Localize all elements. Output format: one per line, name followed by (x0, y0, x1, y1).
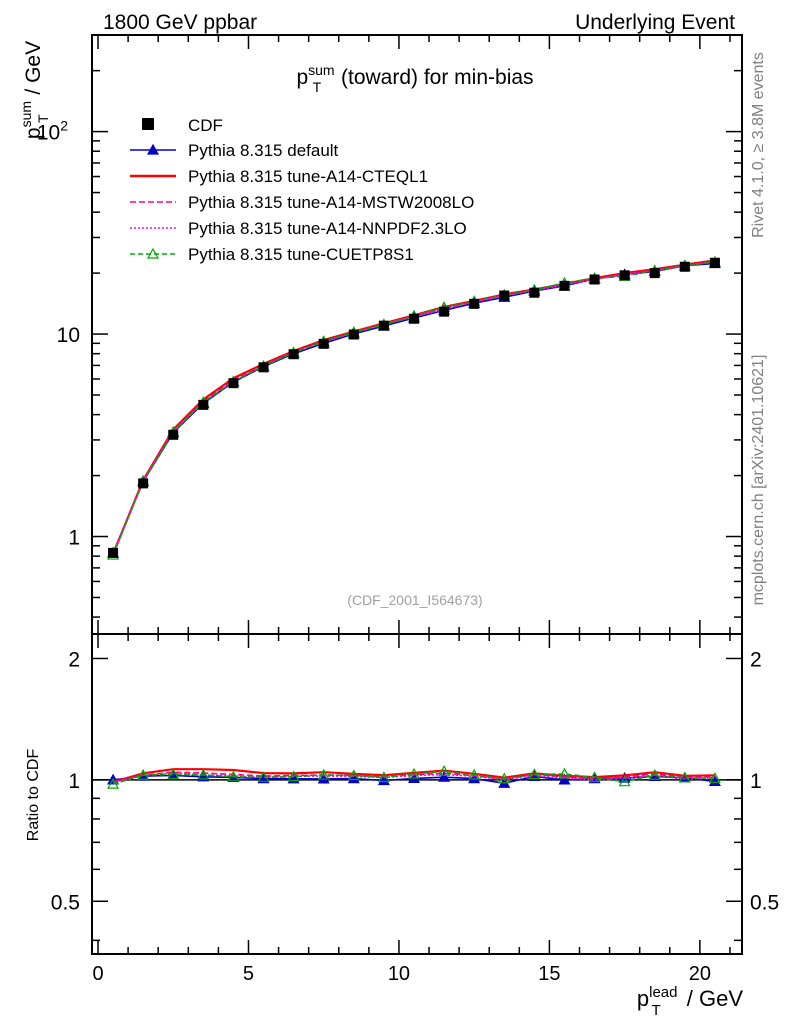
y-tick-label-ratio-right: 0.5 (750, 891, 779, 914)
legend-marker (146, 143, 160, 155)
y-tick-label-main: 10 (57, 324, 80, 347)
plot-title: psum T (toward) for min-bias (296, 62, 533, 95)
ratio-panel-frame (91, 633, 743, 955)
data-points (108, 257, 720, 558)
x-tick-label: 5 (243, 963, 254, 985)
data-point (679, 261, 690, 272)
x-tick-label: 15 (538, 963, 560, 985)
data-point (499, 290, 510, 301)
y-tick-label-ratio: 2 (68, 648, 80, 671)
data-point (559, 280, 570, 291)
series-marker-ratio (588, 771, 601, 783)
series-marker-ratio (377, 774, 390, 786)
series-line-ratio (112, 770, 715, 785)
legend-label: Pythia 8.315 default (188, 141, 339, 160)
y-tick-label-main: 102 (37, 118, 68, 145)
y-tick-label-main: 1 (68, 527, 80, 550)
legend-label-data: CDF (188, 116, 223, 135)
data-point (228, 378, 239, 389)
data-point (138, 478, 149, 489)
legend-marker-data (142, 118, 154, 130)
legend-label: Pythia 8.315 tune-A14-CTEQL1 (188, 167, 428, 186)
y-tick-label-ratio-right: 1 (750, 770, 762, 793)
mcplots-label: mcplots.cern.ch [arXiv:2401.10621] (750, 355, 767, 606)
series-marker-ratio (468, 772, 481, 784)
data-point (288, 349, 299, 360)
series-marker-ratio (438, 765, 451, 776)
series-marker-ratio (317, 768, 330, 780)
data-point (168, 429, 179, 440)
x-tick-label: 10 (388, 963, 410, 985)
series-marker-ratio (137, 768, 150, 780)
y-tick-label-ratio-right: 2 (750, 648, 762, 671)
header-left: 1800 GeV ppbar (103, 11, 257, 34)
data-point (589, 274, 600, 285)
data-point (378, 320, 389, 331)
series-marker-ratio (257, 772, 270, 784)
series-marker-ratio (528, 768, 541, 780)
series-marker-ratio (287, 770, 300, 782)
data-point (348, 329, 359, 340)
legend: CDF Pythia 8.315 default Pythia 8.315 tune… (130, 116, 474, 264)
series-marker-ratio (107, 777, 120, 789)
series-line-main (112, 260, 716, 555)
series-marker-ratio (678, 771, 691, 783)
series-marker-ratio (257, 771, 270, 782)
series-marker-ratio (708, 775, 721, 787)
series-marker-ratio (347, 772, 360, 784)
data-point (258, 362, 269, 373)
legend-label: Pythia 8.315 tune-A14-NNPDF2.3LO (188, 219, 467, 238)
data-point (619, 270, 630, 281)
series-marker-ratio (347, 769, 360, 781)
data-point (318, 338, 329, 349)
data-point (709, 257, 720, 268)
series-marker-ratio (558, 773, 571, 785)
x-axis-label: plead T / GeV (637, 984, 743, 1019)
main-y-axis-label: psumT / GeV (18, 41, 51, 139)
series-marker-ratio (317, 772, 330, 784)
series-marker-ratio (438, 770, 451, 782)
series-line-ratio (112, 772, 715, 783)
header-right: Underlying Event (575, 11, 735, 34)
series-marker-ratio (558, 767, 571, 779)
data-point (108, 547, 119, 558)
series-marker-ratio (167, 768, 180, 780)
analysis-watermark: (CDF_2001_I564673) (347, 592, 482, 608)
x-tick-label: 20 (689, 963, 711, 985)
data-point (198, 399, 209, 410)
data-point (408, 313, 419, 324)
series-marker-ratio (407, 767, 421, 779)
axis-ticks: 0 5 10 15 20 1 10 102 0.5 0.5 1 1 2 2 (37, 34, 779, 985)
y-tick-label-ratio: 1 (68, 770, 80, 793)
data-point (529, 287, 540, 298)
legend-label: Pythia 8.315 tune-A14-MSTW2008LO (188, 193, 474, 212)
series-marker-ratio (227, 770, 240, 782)
rivet-label: Rivet 4.1.0, ≥ 3.8M events (750, 52, 767, 238)
series-marker-ratio (377, 771, 390, 783)
legend-label: Pythia 8.315 tune-CUETP8S1 (188, 245, 414, 264)
series-marker-ratio (498, 772, 511, 784)
data-point (469, 298, 480, 309)
legend-marker (146, 247, 160, 259)
series-line-ratio (112, 768, 715, 784)
series-marker-ratio (468, 768, 481, 780)
y-tick-label-exponent: 2 (60, 118, 68, 134)
series-marker-ratio (648, 768, 661, 780)
data-point (649, 268, 660, 279)
ratio-y-axis-label: Ratio to CDF (25, 749, 42, 842)
series-marker-ratio (708, 772, 721, 783)
series-marker-ratio (618, 775, 631, 787)
series-lines (107, 255, 721, 789)
y-tick-label-ratio: 0.5 (51, 891, 80, 914)
x-tick-label: 0 (92, 963, 103, 985)
data-point (439, 306, 450, 317)
series-marker-ratio (197, 768, 210, 780)
